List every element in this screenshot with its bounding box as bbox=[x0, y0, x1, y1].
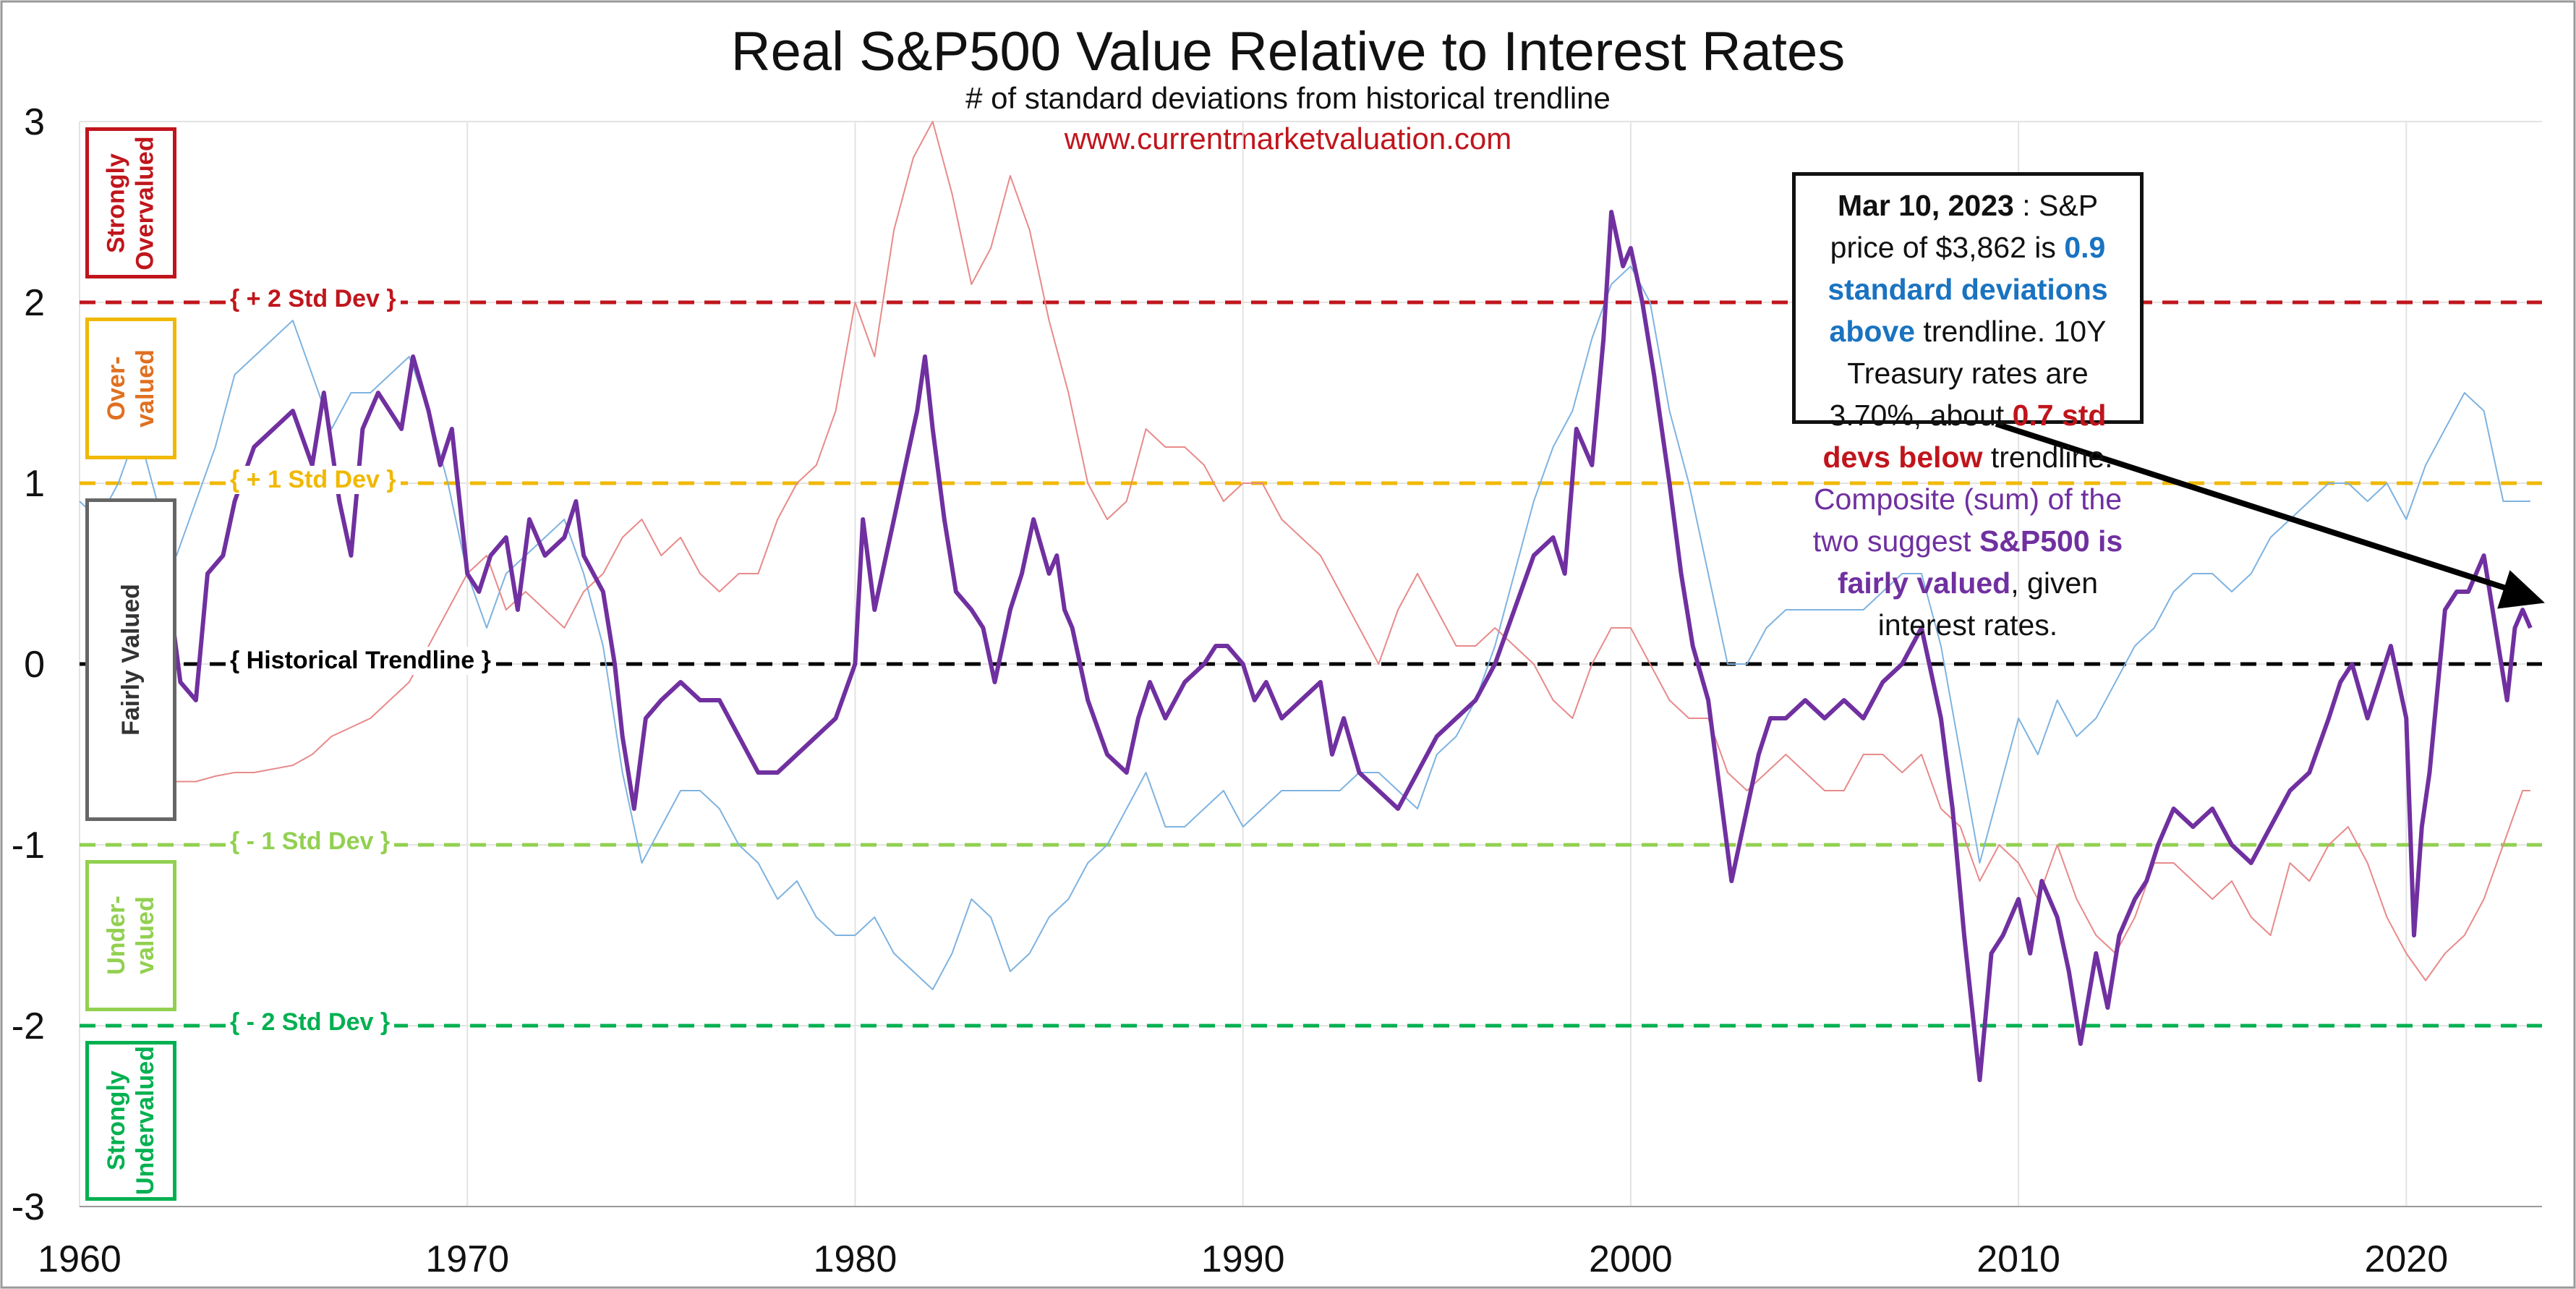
annotation-sp-desc: standard deviations above bbox=[1827, 273, 2108, 348]
zone-box: Over-valued bbox=[85, 317, 176, 459]
std-dev-label: { + 2 Std Dev } bbox=[226, 285, 401, 313]
zone-label: Strongly Overvalued bbox=[103, 135, 159, 271]
x-tick-label: 2000 bbox=[1589, 1238, 1673, 1280]
chart-subtitle: # of standard deviations from historical… bbox=[965, 81, 1611, 115]
annotation-text-4: , given interest rates. bbox=[1877, 566, 2099, 642]
annotation-date: Mar 10, 2023 bbox=[1837, 189, 2014, 222]
x-tick-label: 1990 bbox=[1201, 1238, 1285, 1280]
annotation-box: Mar 10, 2023 : S&P price of $3,862 is 0.… bbox=[1792, 172, 2144, 642]
source-url: www.currentmarketvaluation.com bbox=[1064, 122, 1512, 156]
annotation-sp-value: 0.9 bbox=[2064, 231, 2106, 264]
zone-label: Fairly Valued bbox=[117, 583, 145, 736]
std-dev-label: { + 1 Std Dev } bbox=[226, 466, 401, 494]
annotation-text-3: trendline. bbox=[1982, 441, 2113, 474]
zone-label: Over-valued bbox=[103, 349, 159, 427]
x-tick-label: 2010 bbox=[1976, 1238, 2060, 1280]
annotation-arrow bbox=[1995, 421, 2517, 595]
y-tick-label: -1 bbox=[12, 825, 45, 867]
zone-box: Strongly Overvalued bbox=[85, 127, 176, 278]
y-tick-label: -2 bbox=[12, 1005, 45, 1047]
y-tick-label: -3 bbox=[12, 1186, 45, 1228]
zone-box: Fairly Valued bbox=[85, 498, 176, 821]
annotation-rate-desc: devs below bbox=[1822, 441, 1983, 474]
annotation-arrowhead bbox=[2497, 570, 2545, 609]
x-tick-label: 1980 bbox=[814, 1238, 897, 1280]
std-dev-label: { - 1 Std Dev } bbox=[226, 828, 395, 856]
zone-box: Strongly Undervalued bbox=[85, 1040, 176, 1201]
x-tick-label: 2020 bbox=[2364, 1238, 2448, 1280]
annotation-conclusion: S&P500 is fairly valued bbox=[1837, 524, 2123, 600]
zone-label: Strongly Undervalued bbox=[103, 1046, 160, 1196]
y-tick-label: 2 bbox=[24, 282, 45, 324]
std-dev-label: { Historical Trendline } bbox=[226, 647, 495, 675]
annotation-composite: Composite (sum) of the two suggest bbox=[1812, 482, 2123, 558]
zone-box: Under-valued bbox=[85, 859, 176, 1011]
y-tick-label: 0 bbox=[24, 644, 45, 686]
y-tick-label: 1 bbox=[24, 463, 45, 505]
series-line bbox=[79, 265, 2530, 990]
x-tick-label: 1960 bbox=[38, 1238, 121, 1280]
annotation-text-2: trendline. 10Y Treasury rates are 3.70%,… bbox=[1829, 315, 2107, 432]
annotation-rate-value: 0.7 std bbox=[2012, 399, 2107, 432]
series-line bbox=[156, 121, 2530, 982]
std-dev-label: { - 2 Std Dev } bbox=[226, 1008, 395, 1037]
x-tick-label: 1970 bbox=[425, 1238, 509, 1280]
series-line bbox=[155, 210, 2533, 1082]
zone-label: Under-valued bbox=[103, 896, 159, 975]
annotation-text-1: : S&P price of $3,862 is bbox=[1830, 189, 2099, 264]
chart-title: Real S&P500 Value Relative to Interest R… bbox=[730, 21, 1846, 82]
y-tick-label: 3 bbox=[24, 101, 45, 143]
